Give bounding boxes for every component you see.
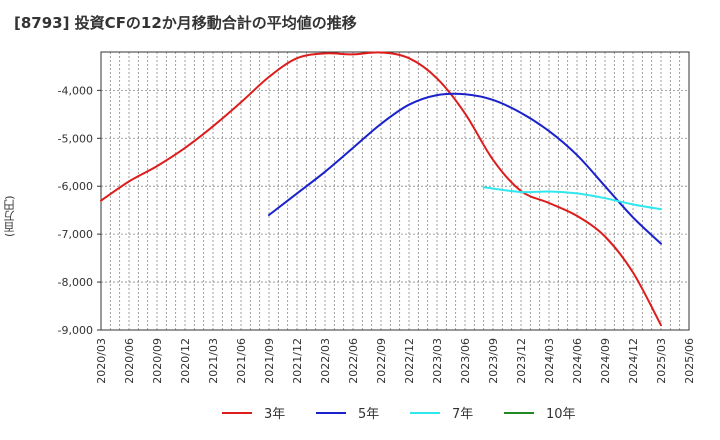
x-tick-label: 2020/12 — [179, 338, 192, 384]
y-tick-label: -9,000 — [58, 324, 93, 337]
x-tick-label: 2022/06 — [347, 338, 360, 384]
y-tick-label: -4,000 — [58, 84, 93, 97]
x-tick-label: 2023/09 — [487, 338, 500, 384]
x-tick-label: 2022/03 — [319, 338, 332, 384]
legend-label-4: 10年 — [546, 407, 576, 422]
x-tick-label: 2022/12 — [403, 338, 416, 384]
x-tick-label: 2021/06 — [235, 338, 248, 384]
x-tick-label: 2023/12 — [515, 338, 528, 384]
x-tick-label: 2020/03 — [95, 338, 108, 384]
x-tick-label: 2021/12 — [291, 338, 304, 384]
x-tick-label: 2020/09 — [151, 338, 164, 384]
series-line-1 — [100, 51, 662, 327]
y-tick-label: -5,000 — [58, 132, 93, 145]
y-tick-label: -6,000 — [58, 180, 93, 193]
x-tick-label: 2024/12 — [627, 338, 640, 384]
x-tick-label: 2021/03 — [207, 338, 220, 384]
chart-title: [8793] 投資CFの12か月移動合計の平均値の推移 — [14, 14, 357, 32]
legend-label-2: 5年 — [358, 407, 379, 422]
x-tick-label: 2023/06 — [459, 338, 472, 384]
x-tick-label: 2020/06 — [123, 338, 136, 384]
y-tick-label: -7,000 — [58, 228, 93, 241]
x-tick-label: 2024/09 — [599, 338, 612, 384]
x-tick-label: 2025/03 — [655, 338, 668, 384]
legend-label-1: 3年 — [264, 407, 285, 422]
x-tick-label: 2025/06 — [683, 338, 696, 384]
x-tick-label: 2024/06 — [571, 338, 584, 384]
x-tick-label: 2023/03 — [431, 338, 444, 384]
x-tick-label: 2024/03 — [543, 338, 556, 384]
plot-border — [100, 51, 690, 331]
legend-label-3: 7年 — [452, 407, 473, 422]
x-tick-label: 2022/09 — [375, 338, 388, 384]
series-line-3 — [482, 186, 662, 211]
series-line-2 — [268, 92, 662, 245]
y-tick-label: -8,000 — [58, 276, 93, 289]
x-tick-label: 2021/09 — [263, 338, 276, 384]
